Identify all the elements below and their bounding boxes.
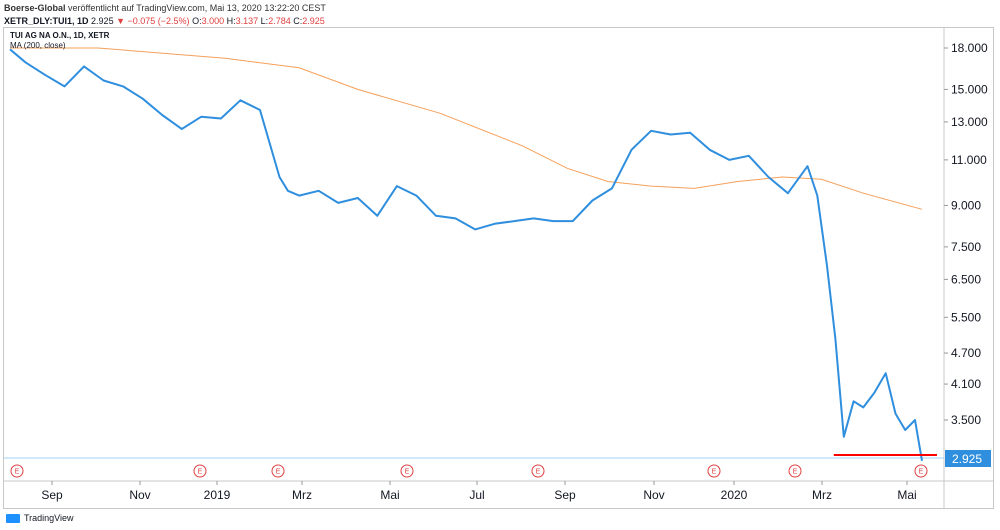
y-tick-label: 13.000 xyxy=(951,115,988,129)
event-marker-letter: E xyxy=(536,469,541,476)
brand-label: TradingView xyxy=(24,513,74,523)
x-tick-label: Mrz xyxy=(812,488,832,502)
high-label: H: xyxy=(226,16,236,26)
event-marker-circle xyxy=(10,464,24,478)
x-tick-label: Sep xyxy=(554,488,576,502)
y-tick-label: 5.500 xyxy=(951,310,981,324)
event-marker-letter: E xyxy=(198,469,203,476)
y-tick-label: 7.500 xyxy=(951,240,981,254)
tradingview-logo-icon xyxy=(6,513,20,523)
high-value: 3.137 xyxy=(235,16,259,26)
event-marker-letter: E xyxy=(919,469,924,476)
tradingview-brand[interactable]: TradingView xyxy=(6,513,74,523)
event-marker-letter: E xyxy=(15,469,20,476)
low-label: L: xyxy=(260,16,269,26)
event-marker-letter: E xyxy=(793,469,798,476)
y-tick-label: 3.500 xyxy=(951,413,981,427)
low-value: 2.784 xyxy=(268,16,291,26)
last-value-badge-bg xyxy=(945,450,991,467)
earnings-event-marker[interactable]: E xyxy=(271,464,285,478)
ma-200-line xyxy=(10,47,923,210)
chart-frame xyxy=(3,27,994,509)
x-tick-label: Mai xyxy=(380,488,399,502)
earnings-event-marker[interactable]: E xyxy=(193,464,207,478)
event-marker-circle xyxy=(271,464,285,478)
x-tick-label: Nov xyxy=(129,488,150,502)
y-tick-label: 18.000 xyxy=(951,41,988,55)
earnings-event-marker[interactable]: E xyxy=(707,464,721,478)
x-tick-label: Mrz xyxy=(292,488,312,502)
event-marker-circle xyxy=(707,464,721,478)
open-label: O: xyxy=(192,16,202,26)
close-value: 2.925 xyxy=(302,16,325,26)
event-marker-circle xyxy=(193,464,207,478)
earnings-event-marker[interactable]: E xyxy=(400,464,414,478)
legend-instrument: TUI AG NA O.N., 1D, XETR xyxy=(10,31,110,40)
event-marker-letter: E xyxy=(712,469,717,476)
y-tick-label: 11.000 xyxy=(951,153,987,167)
x-tick-label: 2019 xyxy=(204,488,231,502)
earnings-event-marker[interactable]: E xyxy=(10,464,24,478)
publisher-name: Boerse-Global xyxy=(4,3,66,13)
price-line xyxy=(9,48,923,461)
symbol-label: XETR_DLY:TUI1, 1D xyxy=(4,16,89,26)
event-marker-circle xyxy=(788,464,802,478)
last-value-badge: 2.925 xyxy=(945,450,991,467)
y-tick-label: 15.000 xyxy=(951,82,988,96)
event-marker-circle xyxy=(914,464,928,478)
earnings-event-marker[interactable]: E xyxy=(914,464,928,478)
event-marker-letter: E xyxy=(276,469,281,476)
x-tick-label: Jul xyxy=(469,488,484,502)
earnings-event-marker[interactable]: E xyxy=(788,464,802,478)
earnings-event-marker[interactable]: E xyxy=(531,464,545,478)
symbol-ohlc-line: XETR_DLY:TUI1, 1D 2.925 ▼ −0.075 (−2.5%)… xyxy=(4,16,325,26)
event-marker-circle xyxy=(531,464,545,478)
x-tick-label: Nov xyxy=(643,488,664,502)
x-tick-label: 2020 xyxy=(721,488,748,502)
y-tick-label: 4.700 xyxy=(951,346,981,360)
close-label: C: xyxy=(293,16,303,26)
last-value-label: 2.925 xyxy=(952,452,982,466)
y-tick-label: 4.100 xyxy=(951,377,981,391)
price-change: ▼ −0.075 (−2.5%) xyxy=(116,16,190,26)
publication-line: Boerse-Global veröffentlicht auf Trading… xyxy=(4,3,326,13)
last-price: 2.925 xyxy=(91,16,114,26)
event-marker-circle xyxy=(400,464,414,478)
legend-indicator: MA (200, close) xyxy=(10,41,66,50)
open-value: 3.000 xyxy=(201,16,225,26)
x-tick-label: Mai xyxy=(897,488,916,502)
published-text: veröffentlicht auf TradingView.com, Mai … xyxy=(68,3,326,13)
event-marker-letter: E xyxy=(405,469,410,476)
y-tick-label: 6.500 xyxy=(951,272,981,286)
x-tick-label: Sep xyxy=(41,488,63,502)
y-tick-label: 9.000 xyxy=(951,198,981,212)
